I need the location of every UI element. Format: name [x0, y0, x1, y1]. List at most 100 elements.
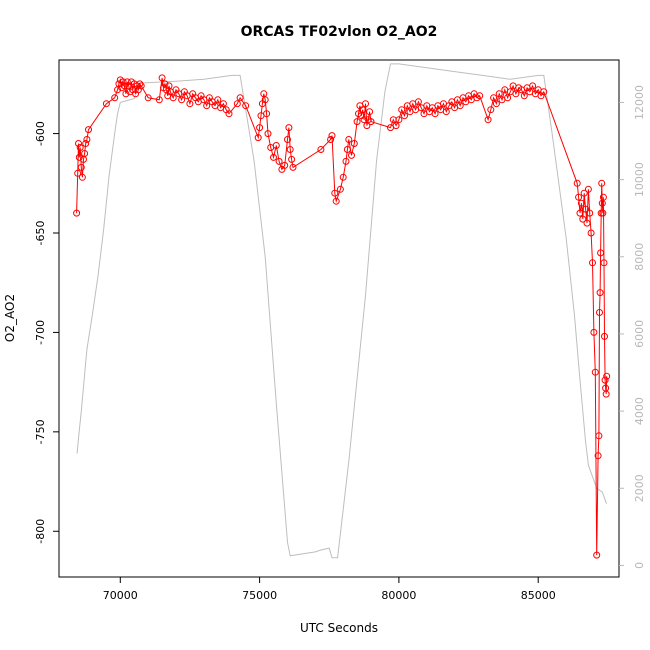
o2-data-point: [442, 108, 450, 116]
o2-data-point: [254, 134, 262, 142]
o2-data-point: [85, 126, 92, 134]
o2-series-layer: [73, 74, 611, 559]
o2-data-point: [272, 142, 280, 149]
o2-data-point: [398, 106, 406, 114]
o2-data-point: [286, 146, 294, 153]
o2-data-point: [342, 157, 350, 165]
o2-data-point: [264, 130, 272, 138]
o2-data-point: [270, 153, 277, 161]
o2-data-point: [122, 90, 130, 98]
o2-data-point: [593, 551, 601, 559]
o2-data-point: [456, 102, 464, 110]
o2-data-point: [81, 150, 89, 157]
o2-data-point: [348, 151, 355, 159]
o2-data-point: [111, 94, 119, 102]
o2-data-point: [169, 94, 177, 102]
y2-tick-label: 10000: [633, 162, 646, 197]
o2-data-point: [137, 82, 145, 90]
o2-data-point: [603, 372, 611, 380]
o2-data-point: [77, 163, 85, 171]
o2-data-point: [587, 229, 595, 237]
o2-data-point: [577, 199, 585, 207]
o2-data-point: [586, 209, 594, 217]
o2-data-point: [288, 155, 296, 163]
o2-data-point: [350, 140, 358, 147]
o2-data-point: [327, 136, 335, 143]
x-axis-title: UTC Seconds: [300, 621, 378, 635]
y-tick-label: -600: [34, 121, 47, 146]
x-tick-label: 70000: [103, 589, 138, 602]
y-tick-label: -800: [34, 519, 47, 544]
o2-data-point: [242, 102, 250, 110]
o2-data-point: [599, 193, 607, 201]
o2-data-point: [75, 153, 83, 161]
o2-data-point: [83, 136, 91, 143]
o2-data-point: [395, 116, 403, 124]
o2-data-point: [256, 124, 264, 132]
altitude-line: [76, 63, 607, 559]
o2-data-point: [136, 80, 144, 88]
o2-data-point: [225, 110, 233, 118]
o2-data-point: [540, 88, 548, 96]
o2-data-point: [263, 110, 271, 118]
o2-data-point: [584, 185, 592, 193]
o2-data-point: [520, 92, 528, 100]
y2-tick-label: 0: [633, 562, 646, 569]
o2-data-point: [343, 146, 351, 153]
y2-tick-label: 6000: [633, 320, 646, 348]
o2-data-point: [236, 94, 244, 102]
o2-data-point: [504, 94, 512, 102]
x-tick-label: 85000: [521, 589, 556, 602]
o2-data-point: [392, 122, 400, 130]
o2-data-point: [597, 249, 605, 257]
y2-tick-label: 8000: [633, 243, 646, 271]
o2-data-point: [590, 328, 598, 336]
o2-data-point: [328, 132, 336, 140]
o2-data-point: [359, 106, 367, 114]
o2-data-point: [589, 259, 596, 267]
o2-data-point: [476, 92, 484, 100]
o2-data-point: [331, 189, 339, 197]
o2-data-point: [82, 140, 90, 147]
o2-data-point: [102, 100, 110, 108]
o2-data-point: [512, 90, 520, 98]
o2-data-point: [580, 189, 588, 197]
o2-data-point: [367, 118, 375, 126]
y-tick-label: -650: [34, 221, 47, 246]
o2-data-point: [275, 157, 283, 165]
y-tick-label: -750: [34, 419, 47, 444]
o2-data-point: [214, 96, 222, 104]
o2-data-point: [599, 209, 607, 217]
o2-data-point: [595, 432, 603, 440]
o2-data-point: [353, 118, 361, 126]
o2-data-point: [484, 116, 492, 124]
o2-data-point: [73, 209, 81, 217]
o2-data-point: [573, 179, 581, 187]
o2-data-point: [591, 368, 599, 376]
x-axis: 70000 75000 80000 85000: [103, 577, 556, 602]
o2-data-point: [261, 96, 269, 104]
o2-data-point: [576, 209, 584, 217]
o2-data-point: [431, 110, 439, 118]
o2-data-point: [233, 100, 241, 108]
o2-data-point: [186, 100, 194, 108]
y2-tick-label: 12000: [633, 85, 646, 120]
o2-data-point: [144, 94, 152, 102]
o2-data-point: [360, 116, 368, 124]
plot-frame: [58, 59, 620, 578]
o2-data-point: [178, 96, 186, 104]
y2-tick-label: 4000: [633, 397, 646, 425]
y2-axis: 0 2000 4000 6000 8000 10000 12000: [619, 85, 646, 569]
o2-data-point: [123, 78, 131, 86]
o2-data-point: [219, 100, 227, 108]
altitude-line-layer: [76, 63, 607, 559]
o2-data-point: [76, 144, 84, 151]
o2-data-point: [602, 390, 610, 398]
o2-data-point: [601, 332, 608, 340]
o2-data-point: [362, 100, 369, 108]
o2-data-point: [579, 215, 587, 223]
o2-data-point: [332, 197, 340, 205]
o2-data-point: [495, 90, 503, 98]
o2-data-point: [281, 161, 289, 169]
